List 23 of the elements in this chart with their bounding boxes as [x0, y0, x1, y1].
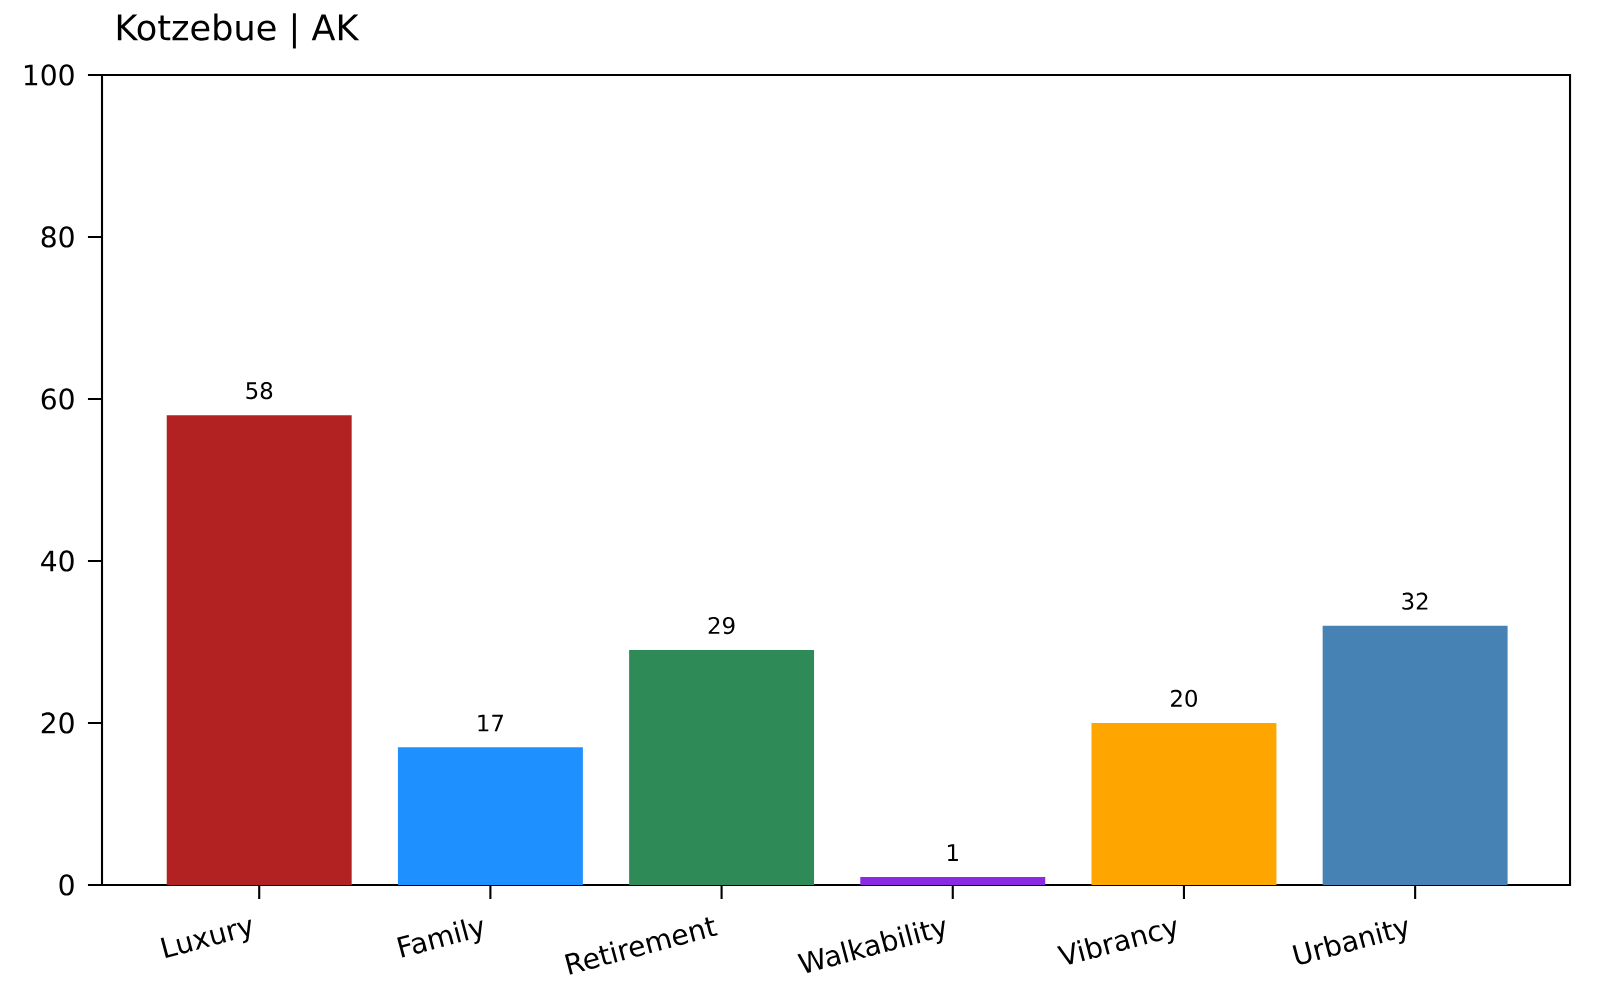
- data-label: 1: [947, 844, 958, 861]
- data-label: 29: [708, 616, 735, 635]
- y-tick-label: 80: [41, 226, 74, 248]
- y-tick-label: 100: [24, 64, 74, 86]
- bar: [397, 747, 583, 885]
- bar: [860, 876, 1046, 885]
- x-tick-label: Luxury: [160, 919, 251, 959]
- x-tick-label: Vibrancy: [1056, 920, 1176, 965]
- bar: [1322, 625, 1508, 885]
- y-tick-label: 0: [59, 874, 74, 896]
- bar: [629, 650, 815, 885]
- x-tick-label: Urbanity: [1292, 920, 1408, 965]
- data-label: 20: [1171, 689, 1197, 708]
- y-tick-label: 20: [41, 712, 74, 734]
- chart-title: Kotzebue | AK: [117, 13, 360, 49]
- bar: [1091, 722, 1277, 885]
- data-label: 17: [478, 714, 503, 732]
- data-label: 32: [1402, 592, 1428, 610]
- y-tick-label: 60: [41, 388, 74, 410]
- x-tick-label: Family: [397, 919, 483, 958]
- y-tick-label: 40: [41, 550, 74, 572]
- bar: [166, 415, 352, 885]
- data-label: 58: [246, 382, 273, 400]
